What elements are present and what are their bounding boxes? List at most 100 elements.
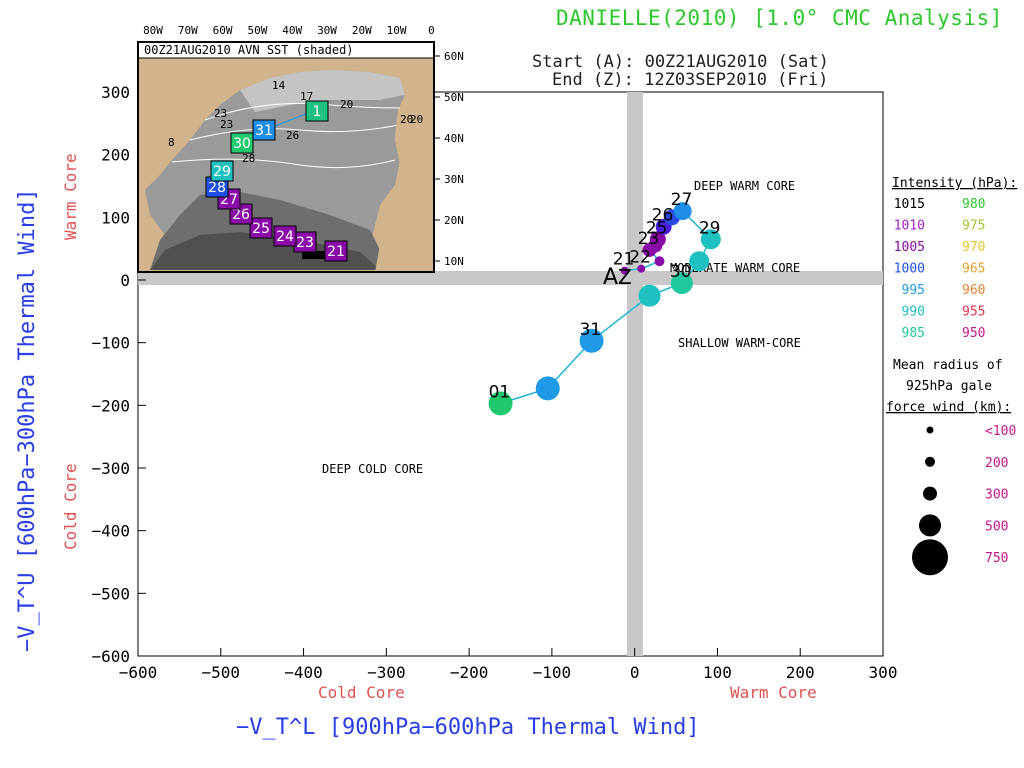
legend-pressure-left: 990 — [902, 305, 925, 320]
inset-cool-water — [240, 70, 405, 112]
x-tick-label: −400 — [284, 663, 323, 682]
legend-pressure-left: 1000 — [894, 262, 925, 277]
inset-track-box — [273, 225, 297, 247]
x-axis-cold-label: Cold Core — [318, 683, 405, 702]
y-tick-label: 0 — [120, 271, 130, 290]
y-tick-label: 100 — [101, 208, 130, 227]
x-axis-warm-label: Warm Core — [730, 683, 817, 702]
inset-lon-label: 40W — [282, 24, 302, 37]
inset-lat-label: 50N — [444, 91, 464, 104]
start-marker: A — [603, 265, 618, 290]
x-tick-label: 0 — [630, 663, 640, 682]
legend-radius-dot — [925, 456, 935, 467]
y-axis-ticks: 300 200 100 0 −100 −200 −300 −400 −500 −600 — [91, 83, 146, 666]
inset-track-start — [302, 251, 342, 259]
legend-pressure-left: 1015 — [894, 197, 925, 212]
legend-pressure-left: 995 — [902, 283, 925, 298]
x-tick-label: −500 — [202, 663, 241, 682]
legend-pressure-right: 950 — [962, 326, 985, 341]
track-point — [535, 376, 560, 401]
track-point — [689, 251, 710, 272]
inset-track-label: 1 — [313, 104, 322, 120]
inset-lon-label: 0 — [428, 24, 435, 37]
y-tick-label: −600 — [91, 647, 130, 666]
track-point — [637, 264, 646, 273]
inset-sst-label: 20 — [410, 113, 423, 126]
legend-radius-title-2: 925hPa gale — [906, 379, 992, 394]
inset-sst-label: 23 — [214, 107, 227, 120]
deep-cold-core-label: DEEP COLD CORE — [322, 462, 423, 476]
track-point — [620, 266, 629, 275]
inset-warmest-water — [150, 232, 380, 270]
inset-track-label: 30 — [233, 136, 251, 152]
track-point-label: 23 — [638, 229, 660, 249]
legend-radius-label: 200 — [985, 456, 1008, 471]
inset-lat-label: 60N — [444, 50, 464, 63]
track-point-label: 27 — [671, 190, 693, 210]
deep-warm-core-label: DEEP WARM CORE — [694, 179, 795, 193]
inset-sst-label: 20 — [340, 98, 353, 111]
track-point-label: 31 — [580, 320, 602, 340]
y-tick-label: −500 — [91, 584, 130, 603]
sst-contour — [171, 158, 396, 169]
inset-track-label: 21 — [327, 244, 345, 260]
inset-track-box — [324, 240, 348, 262]
track-point-label: 30 — [670, 262, 692, 282]
legend-radius-dot — [912, 539, 948, 576]
track-point — [638, 284, 661, 307]
legend-radius-rows: <100 200 300 500 750 — [912, 424, 1016, 576]
legend-intensity-title: Intensity (hPa): — [892, 176, 1017, 191]
track-point-label: 25 — [646, 218, 668, 238]
track-point — [654, 256, 665, 267]
inset-title: 00Z21AUG2010 AVN SST (shaded) — [144, 43, 354, 57]
inset-track-box — [252, 119, 276, 141]
inset-lat-label: 20N — [444, 214, 464, 227]
inset-track-box — [230, 132, 254, 154]
x-tick-label: 300 — [869, 663, 898, 682]
zero-band-horizontal — [138, 271, 883, 285]
inset-lon-label: 50W — [247, 24, 267, 37]
inset-land-east — [375, 108, 434, 272]
legend-pressure-rows: 1015 980 1010 975 1005 970 1000 965 995 960 990 955… — [894, 197, 986, 341]
track-point-label: 29 — [699, 218, 721, 238]
legend-pressure-left: 1010 — [894, 219, 925, 234]
y-tick-label: −300 — [91, 459, 130, 478]
track-point — [670, 272, 693, 295]
legend-radius-label: 500 — [985, 519, 1008, 534]
track-point-label: 21 — [613, 250, 635, 270]
x-tick-label: −300 — [367, 663, 406, 682]
inset-latitude-labels: 60N 50N 40N 30N 20N 10N — [434, 50, 464, 268]
inset-track-label: 23 — [296, 235, 314, 251]
legend-pressure-right: 975 — [962, 219, 985, 234]
inset-lon-label: 70W — [178, 24, 198, 37]
inset-track-box — [305, 100, 329, 122]
legend-pressure-left: 985 — [902, 326, 925, 341]
y-tick-label: −400 — [91, 522, 130, 541]
inset-track-label: 24 — [276, 229, 294, 245]
x-tick-label: −200 — [450, 663, 489, 682]
inset-sst-label: 23 — [220, 118, 233, 131]
inset-track-label: 25 — [252, 221, 270, 237]
inset-lon-label: 30W — [317, 24, 337, 37]
end-marker: Z — [618, 265, 632, 289]
sst-contour — [189, 124, 399, 141]
chart-title: DANIELLE(2010) [1.0° CMC Analysis] — [556, 6, 1003, 30]
track-point-label: 01 — [489, 382, 511, 402]
legend-radius-label: <100 — [985, 424, 1016, 439]
inset-sst-label: 26 — [286, 129, 299, 142]
inset-sst-label: 28 — [242, 152, 255, 165]
inset-lat-label: 30N — [444, 173, 464, 186]
x-tick-label: 100 — [703, 663, 732, 682]
y-tick-label: −200 — [91, 396, 130, 415]
legend-radius-label: 750 — [985, 551, 1008, 566]
track-point-label: 26 — [652, 206, 674, 226]
track-point — [488, 391, 513, 416]
inset-track-label: 31 — [255, 123, 273, 139]
inset-sst-label: 17 — [300, 90, 313, 103]
track-point-label: 22 — [629, 248, 651, 268]
y-tick-label: 300 — [101, 83, 130, 102]
